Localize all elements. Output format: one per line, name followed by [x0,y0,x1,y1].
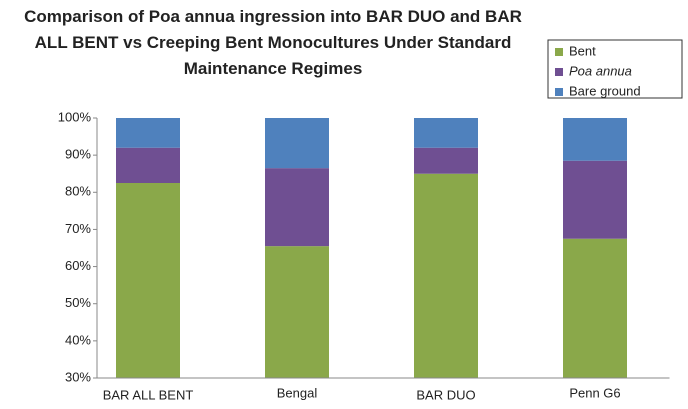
y-tick-label: 80% [65,184,91,199]
legend-swatch [555,48,563,56]
chart-title: Comparison of Poa annua ingression into … [24,7,522,78]
y-tick-label: 50% [65,295,91,310]
bar-segment [563,238,627,378]
y-tick-label: 60% [65,258,91,273]
x-tick-label: BAR ALL BENT [103,387,194,402]
legend-swatch [555,68,563,76]
bar-segment [414,147,478,174]
bar-segment [265,246,329,378]
y-tick-label: 90% [65,147,91,162]
y-tick-label: 100% [58,109,92,124]
y-tick-label: 40% [65,332,91,347]
bar-segment [563,160,627,239]
bar-segment [116,118,180,148]
y-tick-label: 70% [65,221,91,236]
x-tick-label: Bengal [277,385,318,400]
bar-segment [116,183,180,378]
bar-segment [563,118,627,161]
bar-segment [414,173,478,378]
bar-segment [265,118,329,169]
bar-segment [414,118,478,148]
legend-swatch [555,88,563,96]
x-tick-label: Penn G6 [569,385,620,400]
legend-box [547,39,683,99]
y-tick-label: 30% [65,369,91,384]
bar-segment [265,168,329,247]
legend-label: Poa annua [569,63,632,78]
x-tick-label: BAR DUO [416,387,475,402]
legend-label: Bent [569,43,596,58]
legend-label: Bare ground [569,83,641,98]
bar-segment [116,147,180,183]
